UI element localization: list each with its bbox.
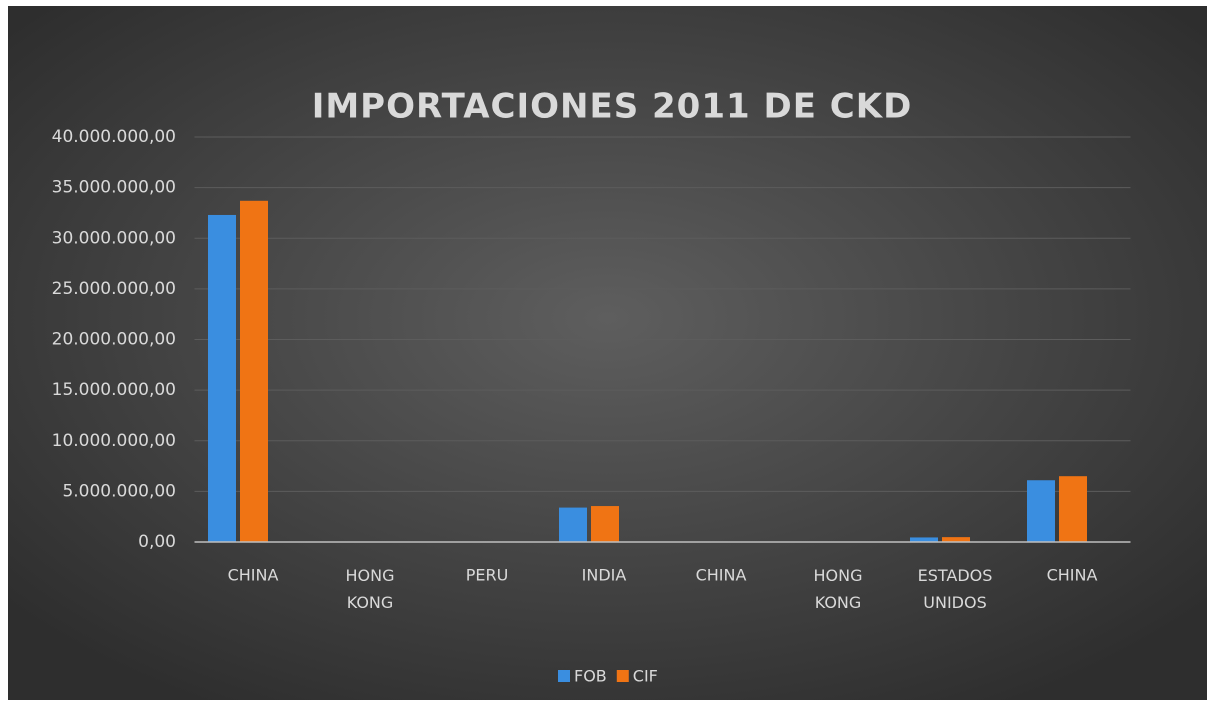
y-tick-label: 10.000.000,00 (52, 431, 176, 451)
x-tick-label: CHINA (1047, 566, 1098, 585)
y-tick-label: 5.000.000,00 (62, 481, 176, 501)
y-tick-label: 30.000.000,00 (52, 228, 176, 248)
bar (240, 200, 268, 542)
bar (559, 507, 587, 542)
x-tick-label: INDIA (582, 566, 627, 585)
y-tick-label: 15.000.000,00 (52, 380, 176, 400)
x-tick-label: HONG KONG (346, 566, 395, 612)
y-tick-label: 0,00 (138, 532, 176, 552)
chart-background (8, 6, 1207, 700)
legend-label: FOB (574, 667, 607, 686)
bar (208, 214, 236, 542)
chart-title: IMPORTACIONES 2011 DE CKD (312, 87, 913, 127)
bar (591, 506, 619, 542)
y-tick-label: 20.000.000,00 (52, 330, 176, 350)
legend-swatch (616, 670, 629, 682)
x-tick-label: HONG KONG (814, 566, 863, 612)
bar (942, 537, 970, 542)
x-tick-label: CHINA (228, 566, 279, 585)
x-tick-label: CHINA (696, 566, 747, 585)
x-tick-label: ESTADOS UNIDOS (918, 566, 993, 612)
y-tick-label: 25.000.000,00 (52, 279, 176, 299)
x-tick-label: PERU (466, 566, 509, 585)
bar (1059, 476, 1087, 542)
legend-swatch (558, 670, 570, 682)
bar (910, 537, 938, 542)
bar (1027, 480, 1055, 542)
y-tick-label: 40.000.000,00 (52, 127, 176, 147)
y-tick-label: 35.000.000,00 (52, 178, 176, 198)
legend-label: CIF (633, 667, 658, 686)
